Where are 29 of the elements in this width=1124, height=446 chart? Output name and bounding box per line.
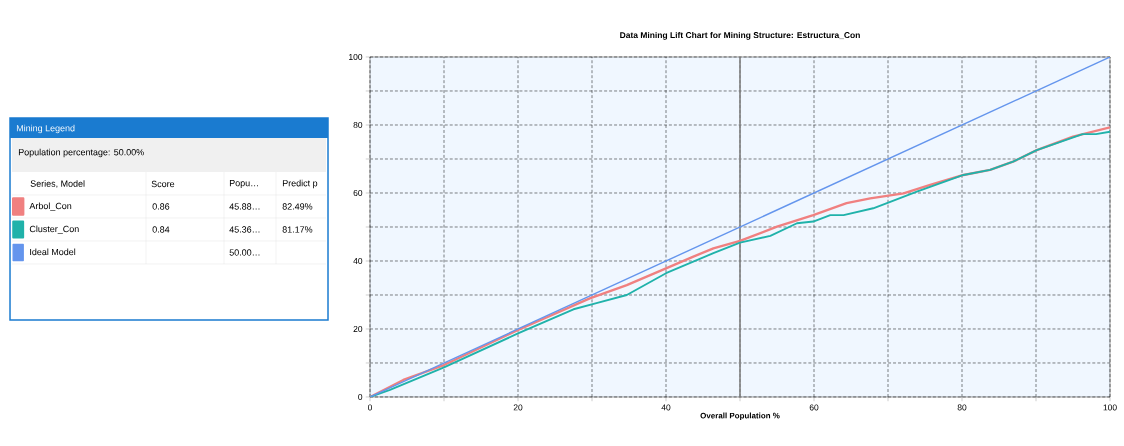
- text: 45.88…: [229, 203, 260, 210]
- text: 50.00…: [229, 249, 260, 256]
- text: Population percentage: 50.00%: [18, 148, 144, 158]
- y-tick-label: 80: [353, 121, 363, 128]
- x-tick-label: 60: [809, 404, 819, 411]
- text: Mining Legend: [16, 124, 75, 134]
- y-tick-label: 20: [353, 325, 363, 332]
- text: 45.36…: [229, 226, 260, 233]
- legend-label: Arbol_Con: [29, 202, 72, 211]
- chart-title: Data Mining Lift Chart for Mining Structure: Estructura_Con: [620, 31, 860, 40]
- x-tick-label: 40: [661, 404, 671, 411]
- text: 0.84: [152, 226, 170, 233]
- legend-label: Ideal Model: [30, 248, 76, 256]
- y-tick-label: 60: [353, 189, 363, 196]
- legend-label: Cluster_Con: [29, 225, 79, 234]
- legend-title: Series, Model: [30, 180, 85, 188]
- text: 81.17%: [282, 226, 313, 233]
- y-tick-label: 40: [353, 257, 363, 264]
- text: Score: [151, 180, 175, 188]
- text: 0.86: [152, 203, 170, 210]
- text: Predict p: [282, 179, 318, 189]
- x-tick-label: 20: [513, 404, 523, 411]
- x-tick-label: 0: [367, 404, 373, 411]
- x-tick-label: 100: [1103, 404, 1117, 411]
- y-tick-label: 0: [358, 393, 363, 400]
- text: 82.49%: [282, 203, 313, 210]
- x-tick-label: 80: [957, 404, 967, 411]
- y-tick-label: 100: [349, 53, 363, 60]
- text: Popu…: [229, 179, 258, 188]
